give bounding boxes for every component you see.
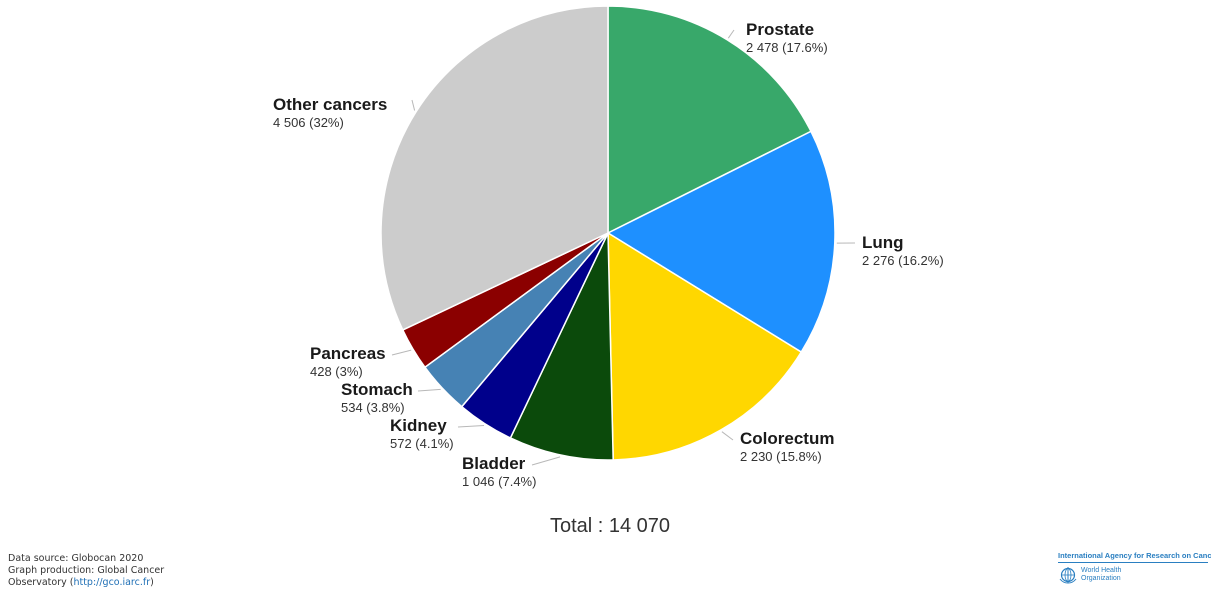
leader-pancreas [391,349,412,356]
leader-prostate [727,29,735,39]
iarc-logo-text: International Agency for Research on Can… [1058,551,1211,560]
leader-stomach [417,388,441,392]
credits: Data source: Globocan 2020 Graph product… [8,553,164,589]
slice-bladder[interactable] [509,232,614,461]
value-pancreas: 428 (3%) [310,364,363,379]
slice-lung[interactable] [606,130,836,354]
total-label: Total : 14 070 [549,515,671,537]
leader-bladder [531,456,561,466]
value-colorectum: 2 230 (15.8%) [740,449,822,464]
value-bladder: 1 046 (7.4%) [462,474,536,489]
label-bladder: Bladder [462,454,526,473]
iarc-divider [1058,562,1208,563]
value-other-cancers: 4 506 (32%) [273,115,344,130]
label-prostate: Prostate [746,20,814,39]
label-colorectum: Colorectum [740,429,834,448]
credits-data-source: Data source: Globocan 2020 [8,553,144,564]
who-emblem-icon [1059,567,1077,584]
label-lung: Lung [862,233,904,252]
label-other-cancers: Other cancers [273,95,387,114]
label-kidney: Kidney [390,416,447,435]
credits-observatory: Observatory (http://gco.iarc.fr) [8,577,154,588]
leader-other-cancers [411,99,416,111]
who-logo: World Health Organization [1058,566,1208,584]
slice-prostate[interactable] [607,5,812,235]
gco-link[interactable]: http://gco.iarc.fr [73,577,151,588]
pie-slices [380,5,836,461]
leader-lines [391,29,856,466]
slice-other-cancers[interactable] [380,5,609,331]
value-prostate: 2 478 (17.6%) [746,40,828,55]
leader-kidney [457,425,485,428]
value-lung: 2 276 (16.2%) [862,253,944,268]
who-text: World Health Organization [1081,567,1122,582]
credits-graph-production: Graph production: Global Cancer [8,565,165,576]
value-stomach: 534 (3.8%) [341,400,405,415]
leader-colorectum [721,431,734,441]
logos: International Agency for Research on Can… [1058,551,1211,584]
value-kidney: 572 (4.1%) [390,436,454,451]
slice-colorectum[interactable] [607,231,803,461]
label-pancreas: Pancreas [310,344,386,363]
label-stomach: Stomach [341,380,413,399]
